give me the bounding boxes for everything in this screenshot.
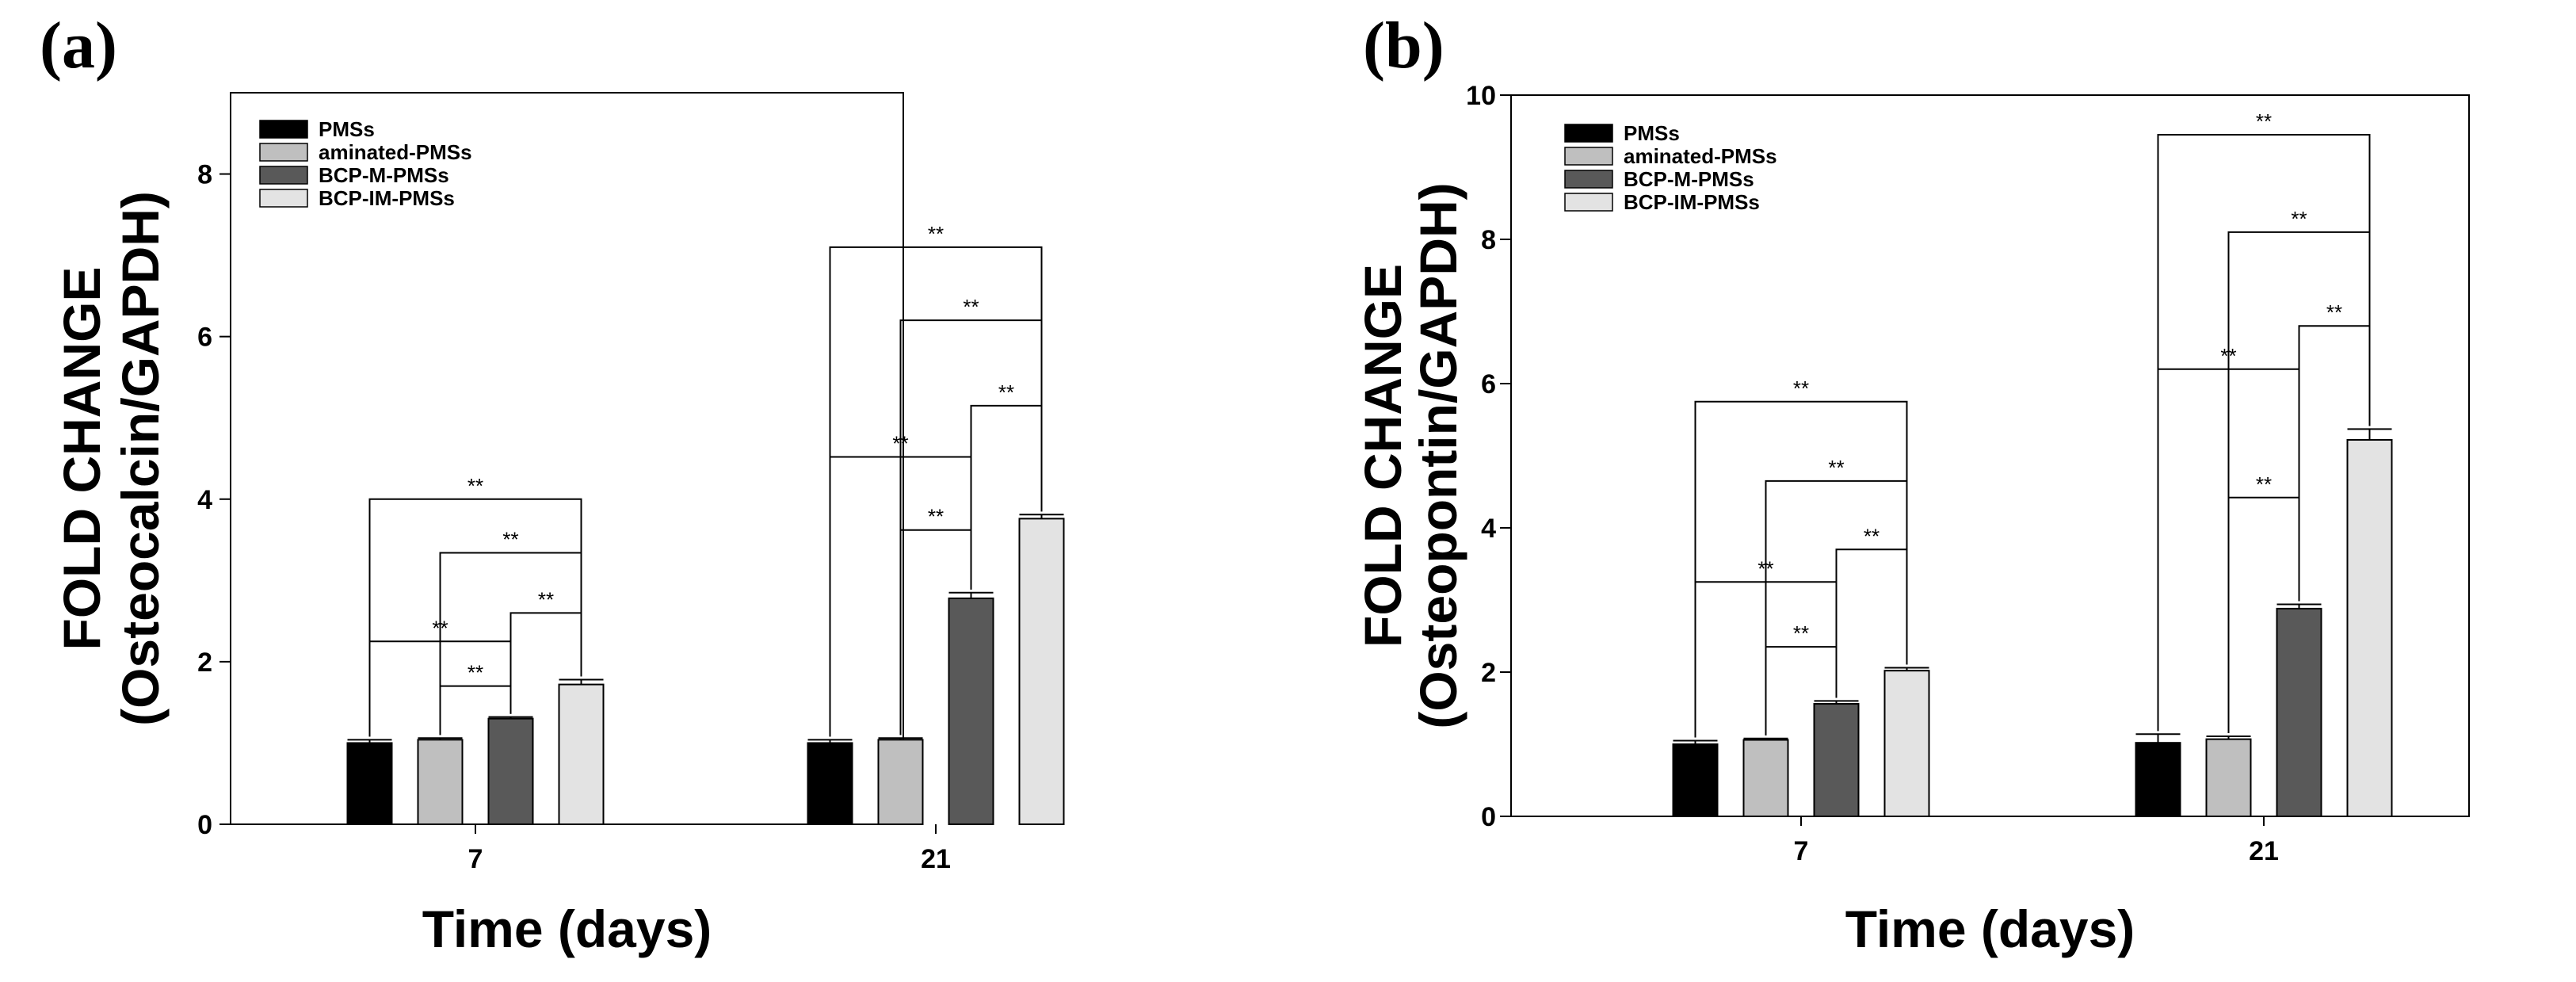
x-tick-label: 21	[921, 844, 951, 874]
significance-label: **	[998, 380, 1014, 404]
bar-aminated-pmss-day-7	[1742, 739, 1789, 817]
legend-swatch	[1564, 170, 1613, 189]
y-axis-title-line2: (Osteopontin/GAPDH)	[1409, 182, 1467, 728]
significance-label: **	[2220, 344, 2236, 368]
significance-label: **	[467, 661, 483, 685]
x-axis-title: Time (days)	[1845, 900, 2135, 958]
significance-label: **	[1757, 556, 1773, 580]
panel-a: (a) 0 2 4 6 8 7 21 Time (days) FOLD CHANGE (Osteoc…	[40, 9, 1065, 958]
y-tick-label: 4	[197, 485, 212, 515]
significance-label: **	[502, 527, 518, 551]
y-tick-label: 4	[1481, 514, 1496, 544]
x-tick-label: 21	[2249, 836, 2279, 866]
significance-label: **	[467, 474, 483, 498]
legend-swatch	[259, 166, 308, 185]
legend-label: BCP-IM-PMSs	[319, 186, 455, 210]
bar-bcp-im-pmss-day-7	[558, 683, 605, 825]
legend-label: BCP-M-PMSs	[1624, 167, 1754, 191]
significance-bracket	[368, 640, 512, 737]
significance-bracket	[829, 456, 972, 737]
bar-bcp-m-pmss-day-21	[2276, 607, 2322, 817]
x-tick-label: 7	[1794, 836, 1809, 866]
significance-bracket	[2157, 368, 2300, 732]
x-tick-label: 7	[468, 844, 483, 874]
bar-pmss-day-7	[346, 742, 393, 826]
y-tick-label: 6	[1481, 369, 1496, 399]
y-tick-label: 0	[1481, 802, 1496, 832]
significance-bracket	[1694, 581, 1838, 738]
x-axis-title: Time (days)	[422, 900, 712, 958]
significance-label: **	[928, 222, 944, 246]
significance-label: **	[892, 431, 908, 455]
panel-label: (a)	[40, 9, 117, 82]
y-tick-label: 8	[197, 160, 212, 190]
legend-swatch	[1564, 147, 1613, 166]
bar-aminated-pmss-day-21	[877, 739, 924, 825]
bar-bcp-m-pmss-day-21	[948, 597, 994, 825]
legend-label: BCP-M-PMSs	[319, 163, 449, 187]
panel-b: (b) 0 2 4 6 8 10 7 21 Time (days) FOLD CHANGE(Oste…	[1353, 9, 2470, 958]
legend-swatch	[259, 143, 308, 162]
legend-swatch	[1564, 124, 1613, 143]
bar-bcp-im-pmss-day-21	[2346, 438, 2393, 817]
bar-bcp-m-pmss-day-7	[1813, 703, 1860, 817]
y-tick-label: 0	[197, 810, 212, 840]
y-axis-title-line2: (Osteocalcin/GAPDH)	[111, 191, 170, 726]
bar-bcp-m-pmss-day-7	[487, 717, 534, 826]
bar-aminated-pmss-day-7	[417, 739, 464, 825]
significance-bracket	[1694, 400, 1908, 738]
significance-bracket	[1765, 646, 1838, 736]
significance-bracket	[2227, 496, 2300, 733]
bar-bcp-im-pmss-day-21	[1018, 518, 1065, 825]
significance-label: **	[2291, 207, 2307, 231]
significance-label: **	[1793, 621, 1809, 645]
legend-label: PMSs	[319, 117, 375, 141]
legend-swatch	[1564, 193, 1613, 212]
bar-pmss-day-21	[2135, 742, 2181, 817]
legend-label: PMSs	[1624, 121, 1680, 145]
y-axis-title-line1: FOLD CHANGE	[1353, 264, 1412, 648]
legend-label: BCP-IM-PMSs	[1624, 190, 1760, 214]
bar-pmss-day-7	[1672, 743, 1719, 817]
significance-label: **	[1793, 376, 1809, 400]
significance-label: **	[2256, 109, 2272, 133]
legend-label: aminated-PMSs	[1624, 144, 1777, 168]
y-axis-title-line1: FOLD CHANGE	[52, 267, 111, 651]
significance-label: **	[1828, 456, 1844, 480]
y-tick-label: 8	[1481, 225, 1496, 255]
bar-pmss-day-21	[807, 742, 853, 826]
panel-label: (b)	[1363, 9, 1444, 82]
bar-bcp-im-pmss-day-7	[1883, 670, 1930, 817]
significance-label: **	[2256, 472, 2272, 496]
significance-bracket	[439, 685, 512, 736]
significance-bracket	[899, 529, 972, 736]
legend-swatch	[259, 189, 308, 208]
significance-label: **	[928, 505, 944, 529]
significance-label: **	[963, 295, 979, 319]
significance-label: **	[2326, 300, 2342, 324]
y-tick-label: 2	[197, 648, 212, 678]
significance-label: **	[1864, 524, 1880, 548]
significance-label: **	[538, 587, 554, 611]
legend-swatch	[259, 120, 308, 139]
bar-aminated-pmss-day-21	[2205, 738, 2252, 818]
significance-label: **	[432, 616, 448, 640]
y-tick-label: 2	[1481, 658, 1496, 688]
significance-bracket	[368, 498, 582, 737]
significance-bracket	[2157, 134, 2371, 732]
y-tick-label: 6	[197, 323, 212, 353]
legend-label: aminated-PMSs	[319, 140, 472, 164]
y-tick-label: 10	[1466, 81, 1496, 111]
plot-frame	[1510, 94, 2470, 817]
